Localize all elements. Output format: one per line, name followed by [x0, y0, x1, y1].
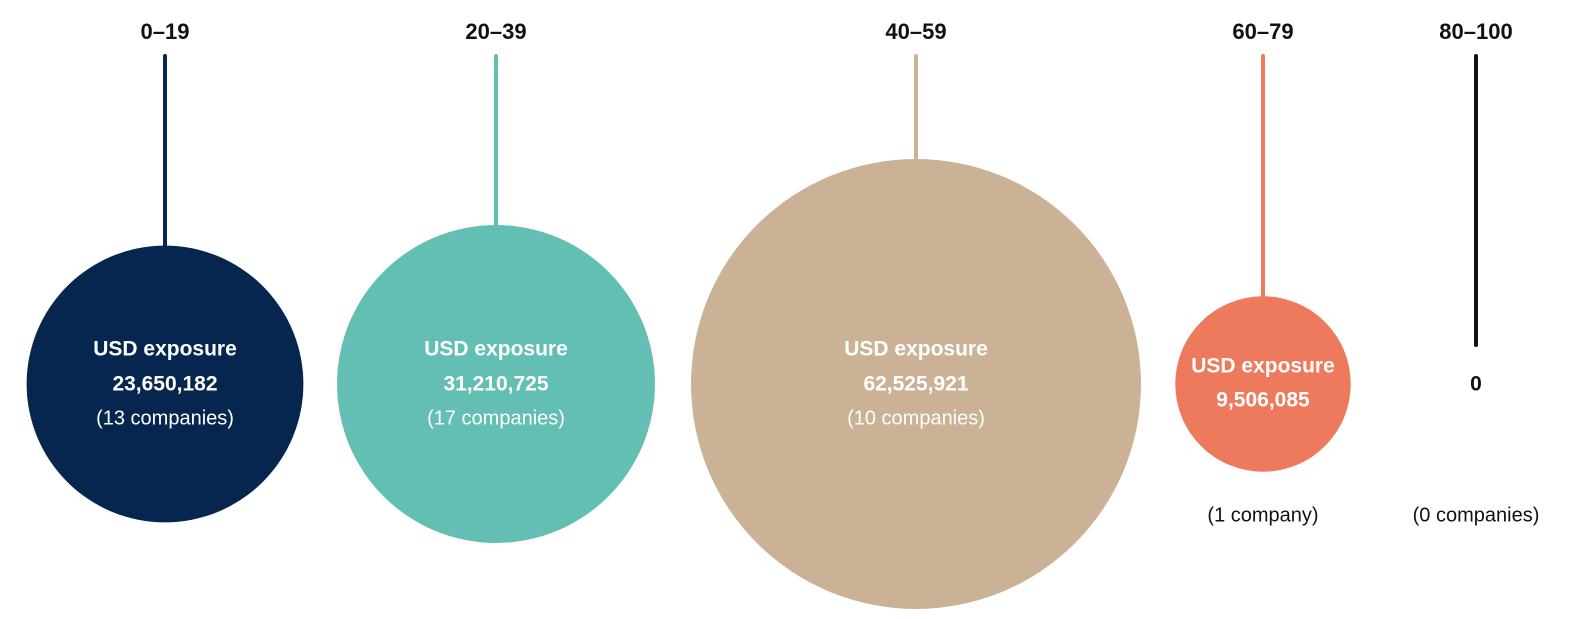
bubble-20-39 [337, 225, 655, 543]
metric-label-0-19: USD exposure [93, 338, 237, 361]
range-label-60-79: 60–79 [1232, 19, 1293, 44]
bubble-40-59 [691, 159, 1141, 609]
count-label-60-79: (1 company) [1207, 504, 1318, 526]
value-label-40-59: 62,525,921 [863, 373, 968, 396]
value-label-20-39: 31,210,725 [443, 373, 548, 396]
metric-label-40-59: USD exposure [844, 338, 988, 361]
value-label-80-100: 0 [1470, 373, 1482, 396]
range-label-0-19: 0–19 [141, 19, 190, 44]
count-label-80-100: (0 companies) [1413, 504, 1540, 526]
count-label-0-19: (13 companies) [96, 407, 234, 429]
metric-label-20-39: USD exposure [424, 338, 568, 361]
bubble-60-79 [1175, 296, 1351, 472]
bubble-0-19 [26, 245, 304, 523]
metric-label-60-79: USD exposure [1191, 355, 1335, 378]
range-label-40-59: 40–59 [885, 19, 946, 44]
count-label-20-39: (17 companies) [427, 407, 565, 429]
value-label-60-79: 9,506,085 [1216, 389, 1310, 412]
value-label-0-19: 23,650,182 [112, 373, 217, 396]
count-label-40-59: (10 companies) [847, 407, 985, 429]
range-label-20-39: 20–39 [465, 19, 526, 44]
range-label-80-100: 80–100 [1439, 19, 1512, 44]
